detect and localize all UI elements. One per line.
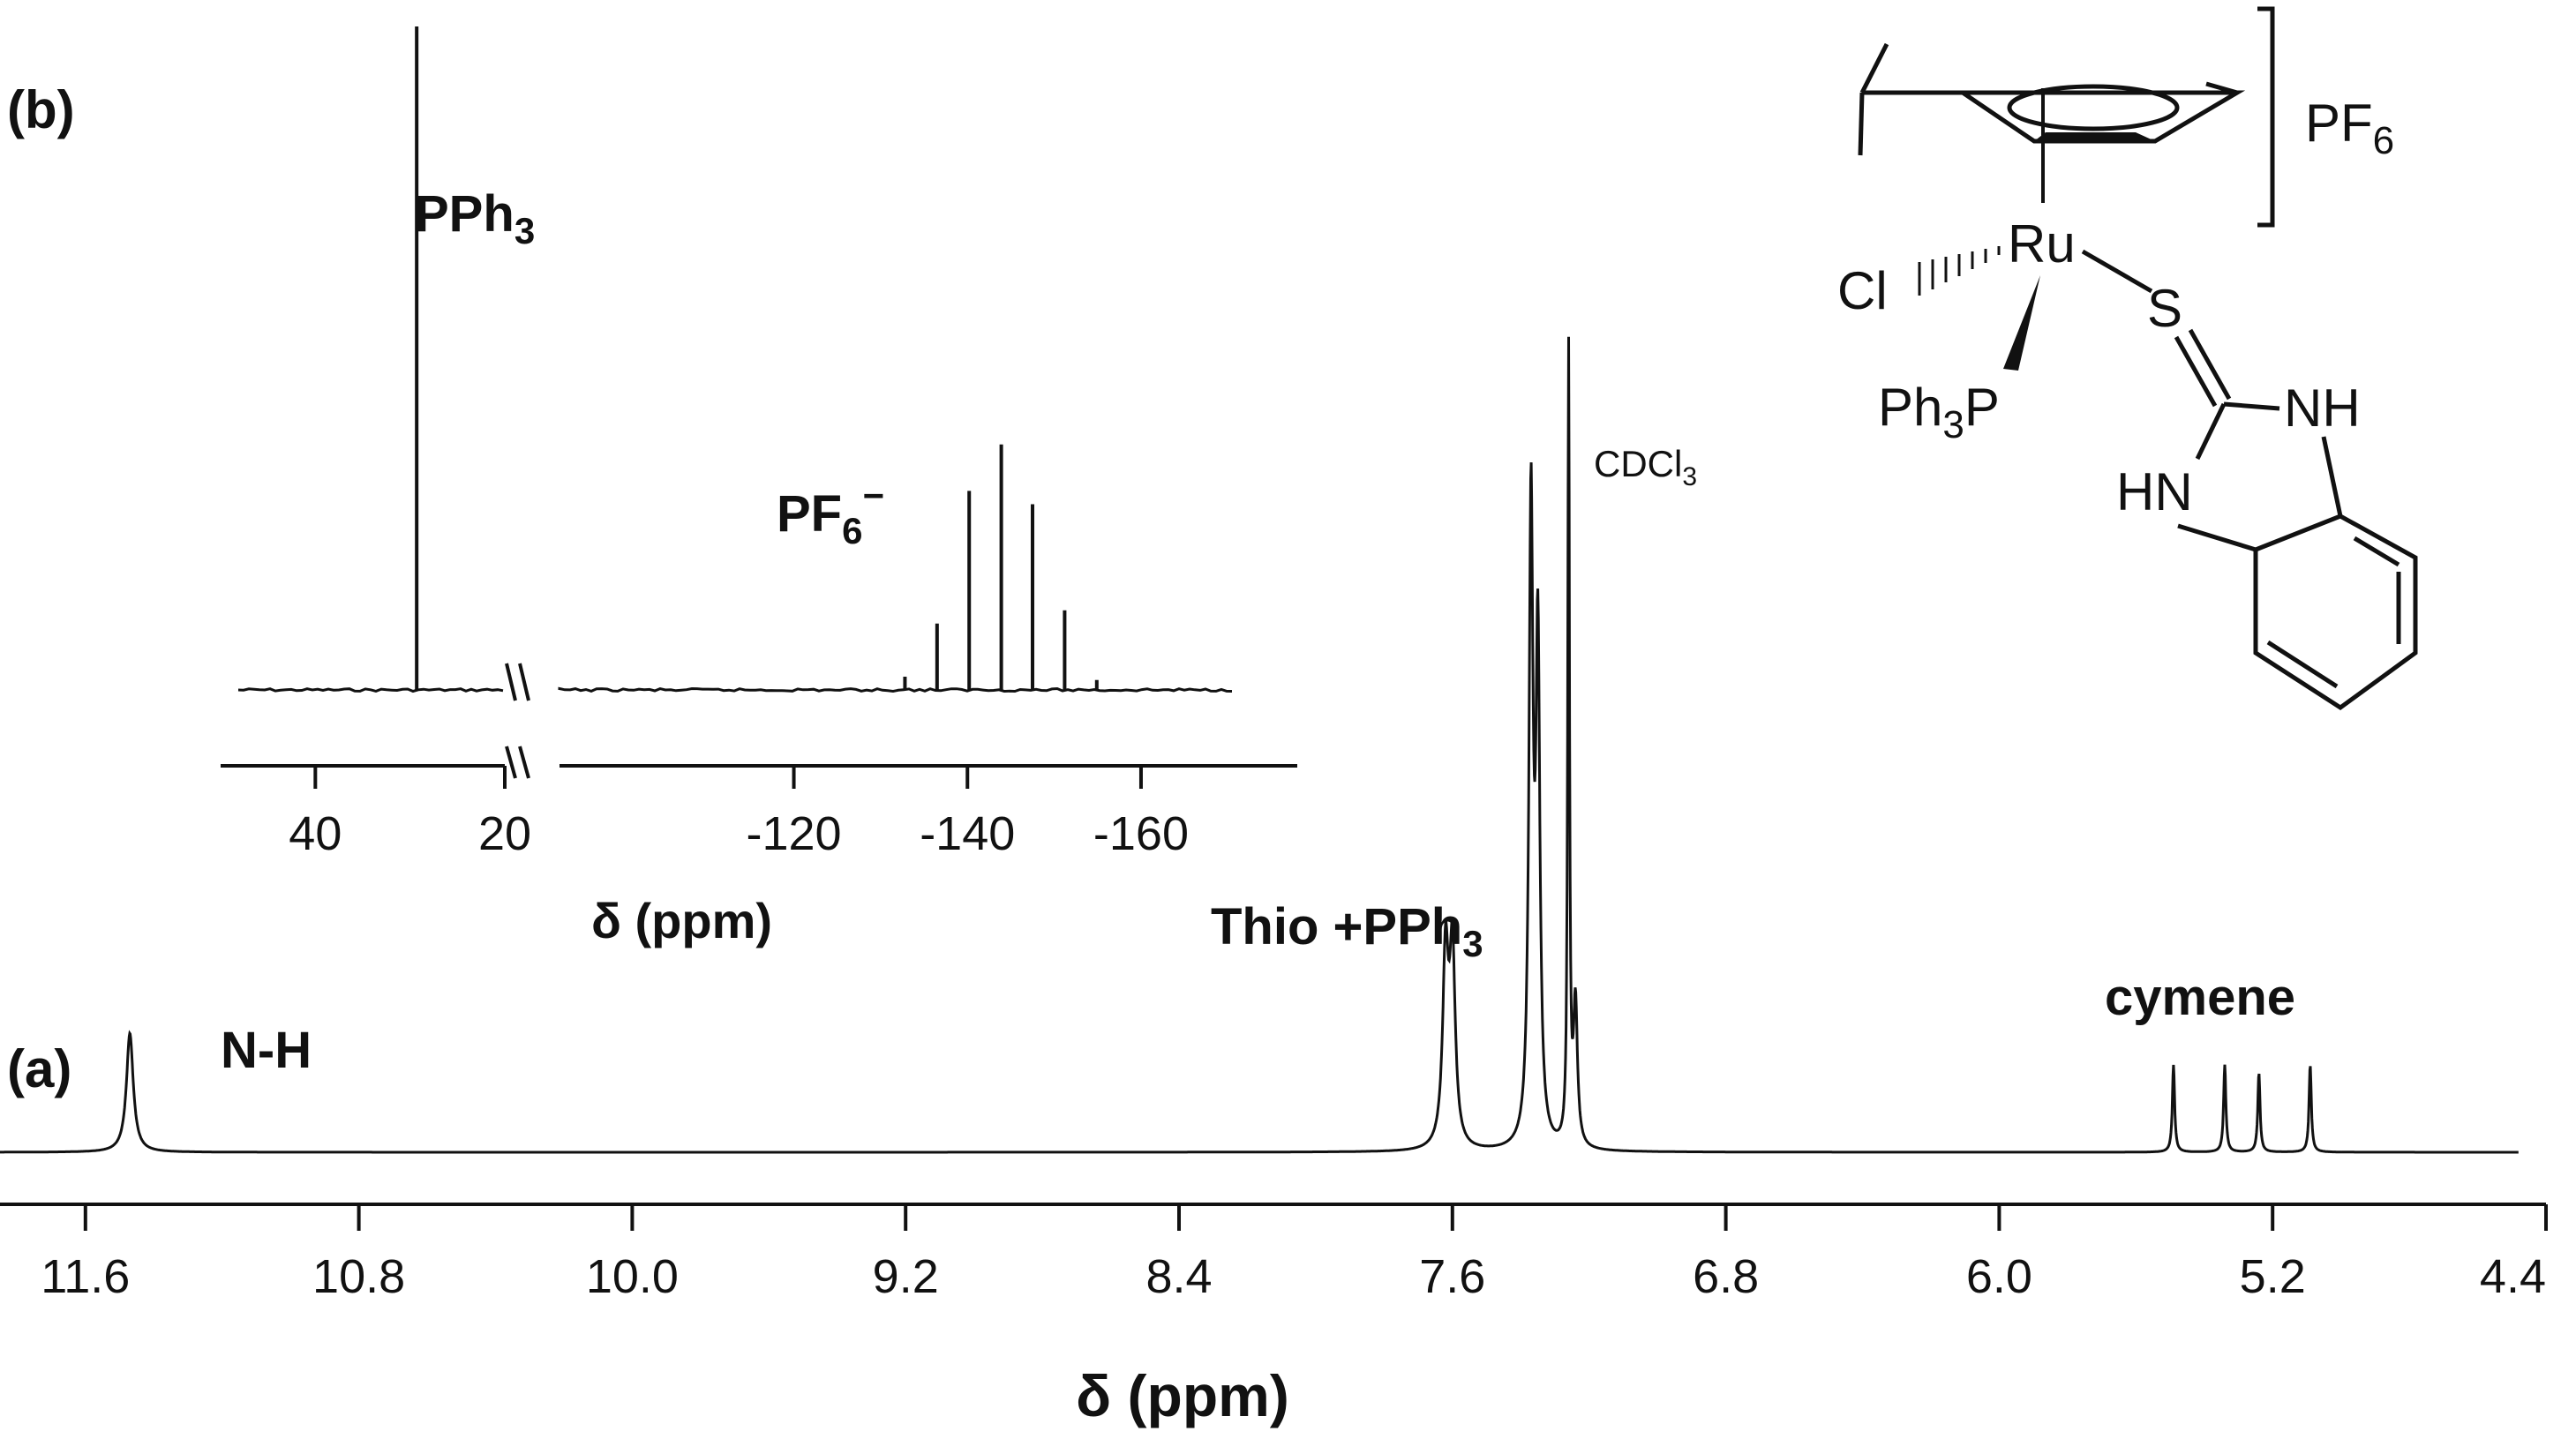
x-tick-label-a-5: 7.6 [1419, 1250, 1485, 1303]
spectrum-baseline-b-1 [558, 686, 1233, 693]
ru-atom: Ru [2008, 214, 2076, 274]
x-tick-label-b-1-0: -120 [747, 807, 842, 860]
panel-a-spectrum [0, 336, 2519, 1154]
panel-b-label: (b) [7, 80, 75, 139]
panel-b-x-axis-title: δ (ppm) [591, 893, 772, 948]
x-tick-label-a-2: 10.0 [586, 1250, 679, 1303]
nh-label: NH [2284, 378, 2361, 438]
x-tick-label-a-9: 4.4 [2480, 1250, 2546, 1303]
x-tick-label-b-1-2: -160 [1093, 807, 1189, 860]
panel-b-x-axis: 40 20 -120 -140 -160 [221, 764, 1297, 860]
x-tick-label-a-6: 6.8 [1693, 1250, 1759, 1303]
cymene-peak-label: cymene [2105, 969, 2295, 1026]
thio-pph3-peak-label: Thio +PPh3 [1211, 898, 1483, 964]
panel-a-label: (a) [7, 1039, 71, 1098]
panel-a: (a) 11.6 10.8 10.0 9.2 8.4 7.6 6.8 6.0 5.2 4.4 δ … [0, 336, 2548, 1428]
x-tick-label-b-0-0: 40 [289, 807, 342, 860]
spectrum-baseline-b-0 [237, 687, 504, 693]
hn-label: HN [2116, 462, 2193, 521]
x-tick-label-a-3: 9.2 [873, 1250, 939, 1303]
ru-cl-hashed-bond [1918, 246, 2001, 296]
phosphine-label: Ph3P [1878, 378, 2000, 446]
counterion-label: PF6 [2305, 94, 2394, 162]
x-tick-label-a-1: 10.8 [312, 1250, 405, 1303]
cdcl3-peak-label: CDCl3 [1594, 443, 1697, 491]
panel-b-spectrum [237, 26, 1233, 693]
panel-a-x-axis: 11.6 10.8 10.0 9.2 8.4 7.6 6.8 6.0 5.2 4.4 [0, 1203, 2548, 1303]
cymene-ring [1858, 42, 2246, 203]
x-tick-label-b-1-1: -140 [920, 807, 1015, 860]
chemical-structure: PF6 Ru Cl S Ph3P NH HN [1837, 6, 2418, 711]
s-atom: S [2147, 279, 2182, 338]
x-tick-label-a-8: 5.2 [2240, 1250, 2306, 1303]
panel-a-x-axis-title: δ (ppm) [1076, 1363, 1289, 1428]
x-tick-label-a-4: 8.4 [1145, 1250, 1212, 1303]
pph3-peak-label: PPh3 [415, 185, 535, 251]
ru-p-wedge-bond [2003, 275, 2040, 371]
axis-break-marks [505, 663, 530, 779]
x-tick-label-b-0-1: 20 [478, 807, 531, 860]
x-tick-label-a-7: 6.0 [1966, 1250, 2032, 1303]
spectrum-trace-a [0, 336, 2519, 1154]
panel-b: (b) 40 20 -120 -140 -160 δ (ppm) PPh3 PF6− [7, 26, 1297, 948]
cl-atom: Cl [1837, 261, 1888, 320]
x-tick-label-a-0: 11.6 [41, 1250, 130, 1303]
pf6-peak-label: PF6− [777, 475, 884, 551]
nh-peak-label: N-H [221, 1022, 312, 1079]
